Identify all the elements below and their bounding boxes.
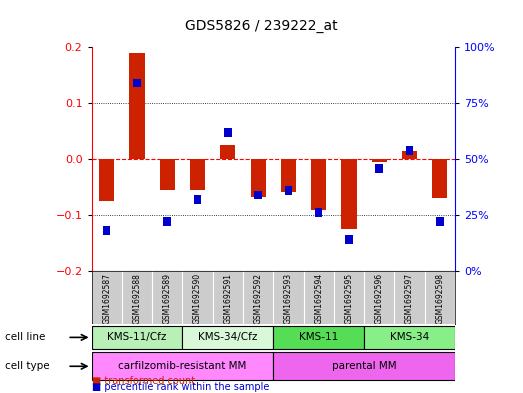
Text: KMS-34/Cfz: KMS-34/Cfz [198, 332, 257, 342]
Bar [311, 159, 326, 209]
Bar [436, 217, 444, 226]
Bar [190, 159, 205, 190]
Text: KMS-11: KMS-11 [299, 332, 338, 342]
Bar [99, 159, 114, 201]
Bar [164, 217, 171, 226]
Bar [372, 159, 387, 162]
Text: KMS-34: KMS-34 [390, 332, 429, 342]
Bar [281, 159, 296, 192]
Text: cell type: cell type [5, 361, 50, 371]
Text: GSM1692596: GSM1692596 [375, 273, 384, 324]
Bar [342, 159, 357, 229]
Bar [274, 325, 364, 349]
Text: GSM1692591: GSM1692591 [223, 273, 232, 324]
Bar [103, 226, 110, 235]
Text: carfilzomib-resistant MM: carfilzomib-resistant MM [118, 361, 246, 371]
Text: GSM1692589: GSM1692589 [163, 273, 172, 324]
Bar [254, 191, 262, 200]
Bar [345, 235, 353, 244]
Bar [433, 159, 448, 198]
Bar [402, 151, 417, 159]
Text: GSM1692595: GSM1692595 [345, 273, 354, 324]
Bar [160, 159, 175, 190]
Bar [224, 128, 232, 137]
Bar [183, 325, 274, 349]
Bar [251, 159, 266, 197]
Bar [92, 352, 274, 380]
Text: parental MM: parental MM [332, 361, 396, 371]
Bar [92, 325, 183, 349]
Bar [406, 146, 413, 155]
Bar [364, 325, 455, 349]
Text: GDS5826 / 239222_at: GDS5826 / 239222_at [185, 19, 338, 33]
Text: GSM1692598: GSM1692598 [435, 273, 445, 324]
Bar [376, 163, 383, 173]
Text: GSM1692590: GSM1692590 [193, 273, 202, 324]
Text: GSM1692587: GSM1692587 [102, 273, 111, 324]
Text: GSM1692593: GSM1692593 [284, 273, 293, 324]
Text: GSM1692597: GSM1692597 [405, 273, 414, 324]
Bar [285, 186, 292, 195]
Text: GSM1692592: GSM1692592 [254, 273, 263, 324]
Bar [315, 208, 323, 217]
Text: GSM1692594: GSM1692594 [314, 273, 323, 324]
Bar [274, 352, 455, 380]
Bar [133, 79, 141, 88]
Bar [194, 195, 201, 204]
Bar [129, 53, 144, 159]
Bar [220, 145, 235, 159]
Text: cell line: cell line [5, 332, 46, 342]
Text: ■ percentile rank within the sample: ■ percentile rank within the sample [92, 382, 269, 392]
Text: ■ transformed count: ■ transformed count [92, 376, 195, 386]
Text: GSM1692588: GSM1692588 [132, 273, 141, 324]
Text: KMS-11/Cfz: KMS-11/Cfz [107, 332, 167, 342]
